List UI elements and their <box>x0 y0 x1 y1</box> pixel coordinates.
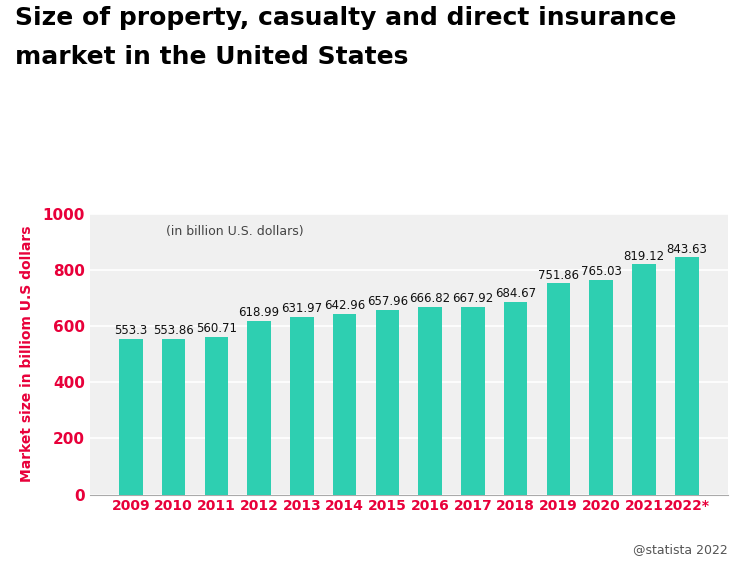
Bar <box>333 314 356 495</box>
Bar <box>632 264 656 495</box>
Bar <box>547 283 570 495</box>
Y-axis label: Market size in billiom U.S dollars: Market size in billiom U.S dollars <box>20 226 34 482</box>
Text: (in billion U.S. dollars): (in billion U.S. dollars) <box>166 225 304 238</box>
Text: 631.97: 631.97 <box>281 302 322 315</box>
Text: 642.96: 642.96 <box>324 299 365 312</box>
Bar <box>590 279 613 495</box>
Text: 684.67: 684.67 <box>495 288 536 301</box>
Text: Size of property, casualty and direct insurance: Size of property, casualty and direct in… <box>15 6 676 30</box>
Text: 666.82: 666.82 <box>410 292 451 306</box>
Bar <box>675 257 698 495</box>
Bar <box>461 307 484 495</box>
Bar <box>205 337 228 495</box>
Bar <box>119 339 142 495</box>
Text: 765.03: 765.03 <box>580 265 622 278</box>
Text: @statista 2022: @statista 2022 <box>633 543 728 556</box>
Bar <box>290 317 314 495</box>
Text: 618.99: 618.99 <box>238 306 280 319</box>
Text: 843.63: 843.63 <box>666 243 707 256</box>
Text: 657.96: 657.96 <box>367 295 408 308</box>
Text: 553.3: 553.3 <box>114 324 147 337</box>
Bar <box>162 339 185 495</box>
Bar <box>376 310 399 495</box>
Bar <box>419 307 442 495</box>
Text: market in the United States: market in the United States <box>15 45 408 69</box>
Text: 553.86: 553.86 <box>153 324 194 337</box>
Text: 751.86: 751.86 <box>538 269 579 282</box>
Text: 667.92: 667.92 <box>452 292 494 305</box>
Bar <box>248 321 271 495</box>
Text: 819.12: 819.12 <box>623 250 664 262</box>
Bar <box>504 302 527 495</box>
Text: 560.71: 560.71 <box>196 323 237 336</box>
